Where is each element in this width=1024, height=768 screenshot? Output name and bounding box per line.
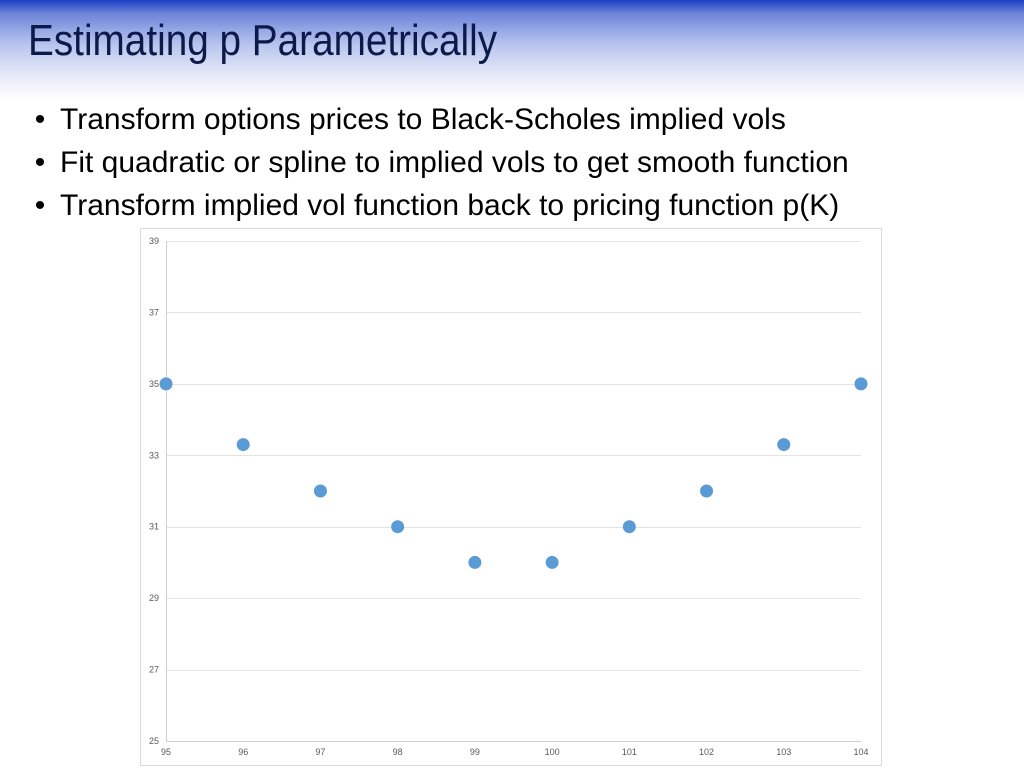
data-point [313, 484, 327, 498]
data-points [159, 377, 868, 569]
bullet-text: Transform options prices to Black-Schole… [60, 103, 786, 136]
bullet-item: • Fit quadratic or spline to implied vol… [30, 141, 849, 184]
x-tick-label: 104 [853, 747, 868, 757]
bullet-marker: • [34, 146, 46, 179]
data-point [854, 377, 868, 391]
y-tick-label: 31 [149, 522, 159, 532]
scatter-chart: 25 27 29 31 33 35 37 39 95 96 97 98 99 100 101 102 103 1… [140, 228, 882, 766]
y-tick-label: 35 [149, 379, 159, 389]
bullet-item: • Transform options prices to Black-Scho… [30, 98, 849, 141]
x-tick-label: 98 [393, 747, 403, 757]
x-tick-label: 103 [776, 747, 791, 757]
x-tick-label: 95 [161, 747, 171, 757]
axes [166, 241, 861, 742]
data-point [391, 520, 405, 534]
x-tick-label: 102 [699, 747, 714, 757]
y-tick-labels: 25 27 29 31 33 35 37 39 [149, 236, 159, 746]
x-tick-label: 100 [545, 747, 560, 757]
bullet-text: Fit quadratic or spline to implied vols … [60, 146, 849, 179]
y-tick-label: 37 [149, 307, 159, 317]
bullet-list: • Transform options prices to Black-Scho… [30, 98, 849, 227]
x-tick-label: 101 [622, 747, 637, 757]
chart-svg: 25 27 29 31 33 35 37 39 95 96 97 98 99 100 101 102 103 1… [140, 228, 882, 766]
slide-title: Estimating p Parametrically [28, 16, 498, 65]
y-tick-label: 39 [149, 236, 159, 246]
bullet-marker: • [34, 189, 46, 222]
bullet-text: Transform implied vol function back to p… [60, 189, 840, 222]
y-tick-label: 33 [149, 450, 159, 460]
bullet-item: • Transform implied vol function back to… [30, 184, 849, 227]
bullet-marker: • [34, 103, 46, 136]
y-tick-label: 27 [149, 665, 159, 675]
data-point [700, 484, 714, 498]
data-point [622, 520, 636, 534]
chart-border [140, 228, 882, 766]
x-tick-label: 96 [238, 747, 248, 757]
x-tick-label: 97 [315, 747, 325, 757]
data-point [236, 438, 250, 452]
x-tick-label: 99 [470, 747, 480, 757]
data-point [159, 377, 173, 391]
data-point [468, 555, 482, 569]
title-band [0, 0, 1024, 100]
data-point [777, 438, 791, 452]
x-tick-labels: 95 96 97 98 99 100 101 102 103 104 [161, 747, 869, 757]
y-tick-label: 25 [149, 736, 159, 746]
data-point [545, 555, 559, 569]
y-tick-label: 29 [149, 593, 159, 603]
